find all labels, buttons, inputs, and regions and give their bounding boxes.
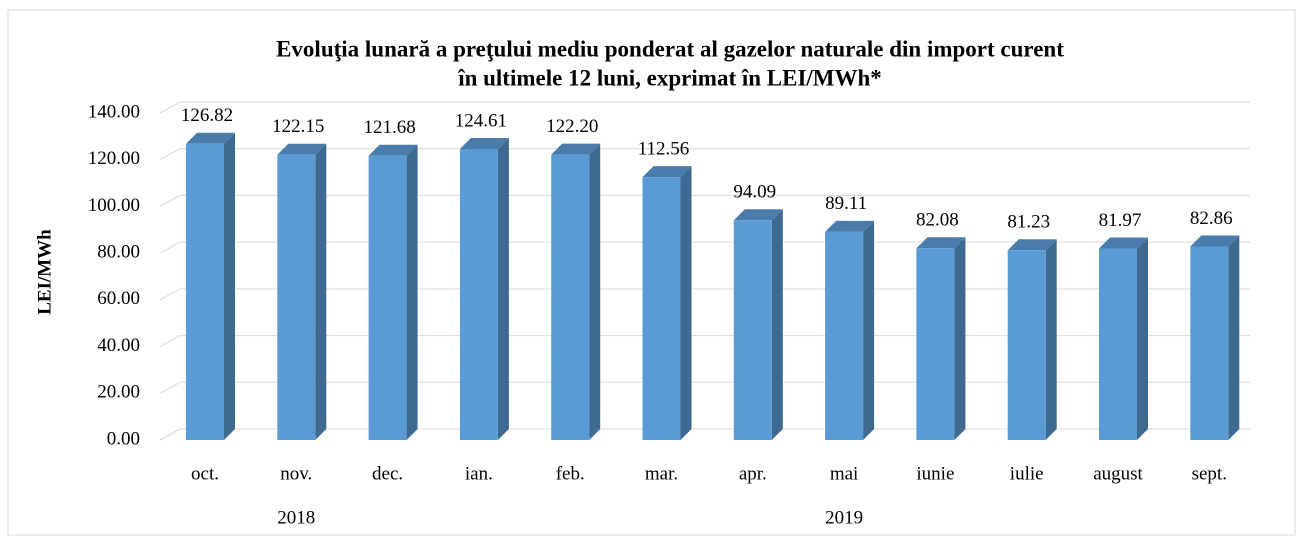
grid-line <box>159 428 1250 441</box>
bar-side <box>1137 237 1148 440</box>
bar-front <box>459 148 498 440</box>
x-tick-label: iunie <box>916 463 954 484</box>
grid-line <box>159 101 1250 114</box>
data-label: 122.15 <box>272 116 324 137</box>
data-label: 82.86 <box>1190 208 1233 229</box>
bar-front <box>551 154 590 440</box>
bar-front <box>1099 248 1137 440</box>
data-label: 81.23 <box>1007 212 1050 233</box>
bar-top <box>277 143 327 155</box>
chart-title: în ultimele 12 luni, exprimat în LEI/MWh… <box>457 65 882 90</box>
bar-top <box>916 237 966 249</box>
y-tick-label: 0.00 <box>107 428 140 449</box>
grid-line <box>159 381 1250 394</box>
bar <box>1099 237 1148 440</box>
grid-line <box>159 148 1250 161</box>
data-label: 122.20 <box>546 116 598 137</box>
group-label: 2018 <box>277 507 315 528</box>
data-label: 112.56 <box>638 138 690 159</box>
bar-top <box>733 209 783 221</box>
x-tick-label: nov. <box>280 463 312 484</box>
bar-front <box>642 177 681 441</box>
bar-side <box>315 143 327 440</box>
x-tick-label: mar. <box>645 463 678 484</box>
bar <box>733 209 783 440</box>
bar <box>1007 239 1057 440</box>
bar-front <box>916 248 955 440</box>
bar-front <box>368 155 407 440</box>
bar <box>186 132 235 440</box>
bar-front <box>277 154 316 440</box>
y-tick-label: 60.00 <box>97 288 140 309</box>
x-tick-label: feb. <box>556 463 585 484</box>
bar-front <box>825 231 864 440</box>
grid-line <box>159 194 1250 207</box>
bar-top <box>551 143 601 155</box>
data-label: 81.97 <box>1099 210 1142 231</box>
x-tick-label: ian. <box>465 463 493 484</box>
bar <box>368 144 418 440</box>
y-tick-label: 140.00 <box>88 101 140 122</box>
group-label: 2019 <box>825 507 863 528</box>
bar-side <box>1228 235 1240 440</box>
bar-top <box>1007 239 1057 251</box>
grid-line <box>159 288 1250 301</box>
grid-line <box>159 241 1250 254</box>
bar <box>1190 235 1240 440</box>
x-tick-label: mai <box>830 463 859 484</box>
data-label: 82.08 <box>916 210 959 231</box>
bar-front <box>1007 250 1046 440</box>
data-label: 121.68 <box>363 117 415 138</box>
bar-front <box>186 143 224 440</box>
chart-title: Evoluţia lunară a preţului mediu pondera… <box>276 36 1064 61</box>
bar-top <box>1099 237 1148 249</box>
y-tick-label: 100.00 <box>88 195 140 216</box>
x-tick-label: august <box>1093 463 1143 484</box>
bar-top <box>368 144 418 156</box>
bar <box>825 220 875 440</box>
y-axis-label: LEI/MWh <box>34 229 55 315</box>
grid-line <box>159 335 1250 348</box>
x-tick-label: sept. <box>1192 463 1227 484</box>
x-tick-label: dec. <box>372 463 403 484</box>
y-tick-label: 120.00 <box>88 148 140 169</box>
bar-side <box>406 144 418 440</box>
data-label: 89.11 <box>825 193 867 214</box>
bar-side <box>1045 239 1057 440</box>
y-tick-label: 80.00 <box>97 242 140 263</box>
bar <box>551 143 601 440</box>
bar-side <box>589 143 601 440</box>
bar-top <box>459 137 509 149</box>
bar-side <box>224 132 235 440</box>
y-tick-label: 20.00 <box>97 382 140 403</box>
bar-side <box>954 237 966 440</box>
bar-top <box>1190 235 1240 247</box>
bar-side <box>863 220 875 440</box>
y-tick-label: 40.00 <box>97 335 140 356</box>
x-tick-label: apr. <box>739 463 767 484</box>
bar <box>277 143 327 440</box>
bar-side <box>771 209 783 440</box>
data-label: 94.09 <box>733 182 776 203</box>
bar <box>459 137 509 440</box>
bar-top <box>825 220 875 232</box>
bar <box>642 166 692 441</box>
data-label: 124.61 <box>455 110 507 131</box>
bar-front <box>733 220 772 440</box>
bar-front <box>1190 246 1229 440</box>
bar-side <box>680 166 692 441</box>
bar <box>916 237 966 440</box>
data-label: 126.82 <box>181 105 233 126</box>
bar-top <box>642 166 692 178</box>
x-tick-label: iulie <box>1010 463 1044 484</box>
bar-top <box>186 132 235 144</box>
x-tick-label: oct. <box>191 463 219 484</box>
bar-side <box>497 137 509 440</box>
